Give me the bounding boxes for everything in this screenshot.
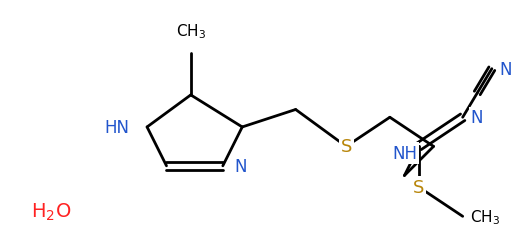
Text: N: N	[500, 60, 512, 78]
Text: NH: NH	[392, 144, 417, 162]
Text: $\mathregular{H_2O}$: $\mathregular{H_2O}$	[31, 201, 71, 222]
Text: CH3: CH3	[175, 25, 207, 40]
Text: N: N	[234, 157, 247, 175]
Text: $\mathregular{CH_3}$: $\mathregular{CH_3}$	[471, 207, 501, 226]
Text: CH3: CH3	[471, 209, 502, 224]
Text: N: N	[471, 109, 483, 127]
Text: S: S	[413, 178, 424, 196]
Text: S: S	[340, 138, 352, 156]
Text: HN: HN	[104, 118, 130, 136]
Text: $\mathregular{CH_3}$: $\mathregular{CH_3}$	[176, 22, 206, 40]
